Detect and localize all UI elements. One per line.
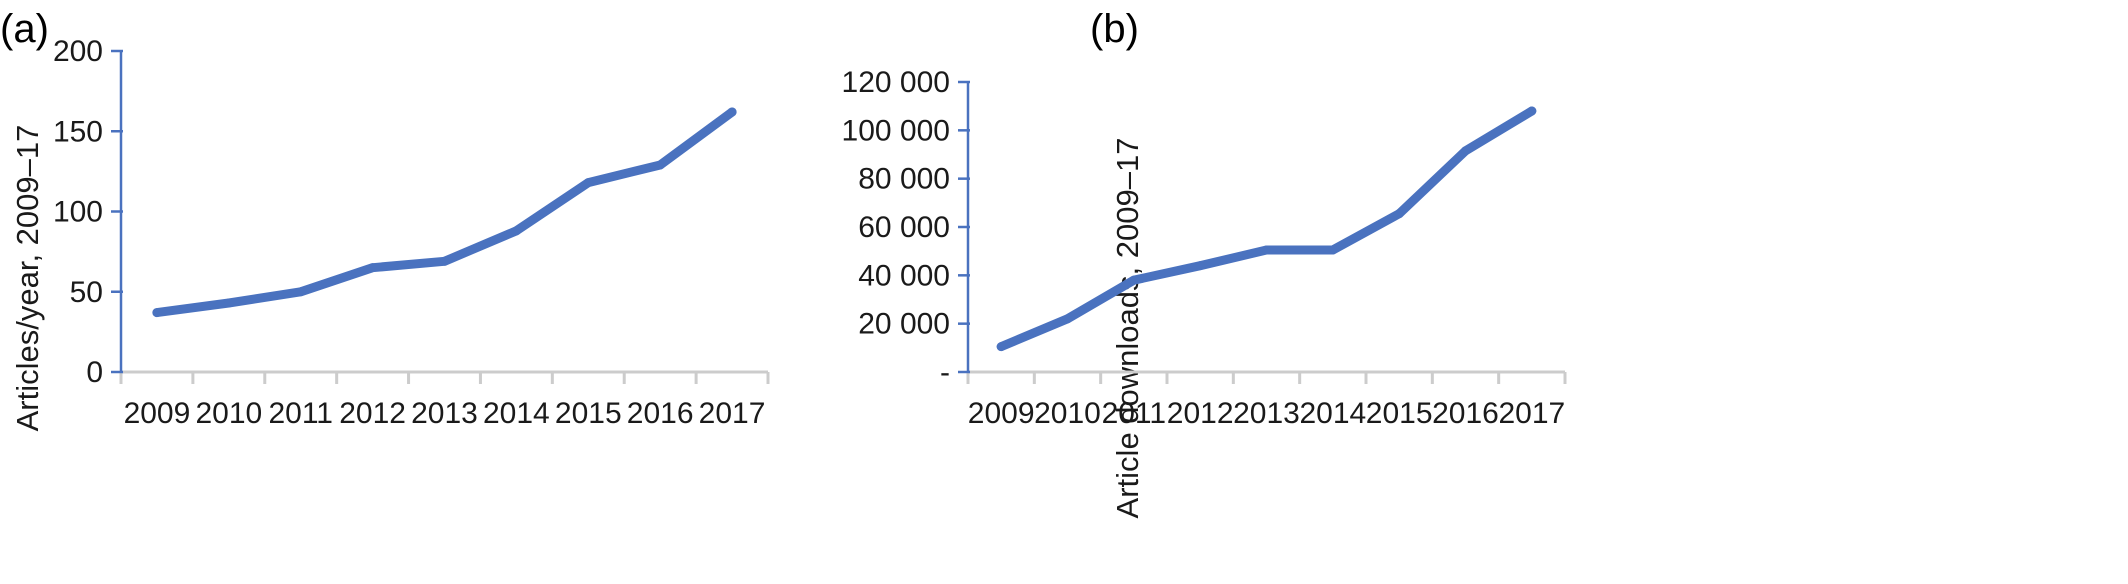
panel-b-series-line xyxy=(996,106,1537,352)
panel-b-y-axis-title: Article downloads, 2009–17 xyxy=(1110,138,1145,519)
panel-a-axes xyxy=(119,51,770,384)
panel-b-y-tick-label: - xyxy=(940,356,950,389)
panel-a-data-point xyxy=(296,287,306,297)
panel-b-y-tick-label: 40 000 xyxy=(858,259,950,292)
panel-a-data-point xyxy=(583,178,593,188)
panel-b-data-point xyxy=(1063,314,1072,324)
panel-b-axes xyxy=(966,82,1567,384)
panel-b-y-tick-label: 100 000 xyxy=(842,114,950,147)
panel-b: (b) Article downloads, 2009–17 - 20 000 40… xyxy=(842,7,1567,519)
panel-a-y-axis-title: Articles/year, 2009–17 xyxy=(10,125,45,432)
panel-b-y-tick-label: 120 000 xyxy=(842,66,950,99)
panel-a-x-tick-label: 2010 xyxy=(195,397,262,430)
panel-b-data-point xyxy=(1129,275,1139,285)
panel-b-y-tick-label: 20 000 xyxy=(858,308,950,341)
panel-b-x-tick-label: 2015 xyxy=(1366,397,1433,430)
panel-a-x-tick-label: 2011 xyxy=(268,397,333,430)
panel-b-data-point xyxy=(1328,245,1338,255)
panel-b-data-point xyxy=(1461,146,1470,156)
panel-b-x-tick-label: 2017 xyxy=(1498,397,1565,430)
panel-a-x-tick-label: 2017 xyxy=(699,397,766,430)
panel-a-label: (a) xyxy=(0,7,49,51)
panel-a-x-tick-label: 2009 xyxy=(124,397,191,430)
panel-a-x-tick-label: 2012 xyxy=(339,397,406,430)
panel-b-data-point xyxy=(1262,245,1271,255)
panel-b-x-tick-label: 2009 xyxy=(968,397,1035,430)
panel-a-y-tick-label: 50 xyxy=(70,276,103,309)
panel-b-marks xyxy=(996,106,1537,352)
panel-b-data-point xyxy=(1527,106,1537,116)
panel-b-y-tick-label: 60 000 xyxy=(858,211,950,244)
panel-a-y-tick-label: 0 xyxy=(86,356,103,389)
panel-b-label: (b) xyxy=(1090,7,1139,51)
panel-b-x-tick-label: 2011 xyxy=(1102,397,1167,430)
panel-a: (a) Articles/year, 2009–17 0 50 100 150 200 2… xyxy=(0,7,770,432)
panel-b-x-tick-label: 2012 xyxy=(1167,397,1234,430)
panel-b-ticks: - 20 000 40 000 60 000 80 000 100 000 120 000 2… xyxy=(842,66,1566,430)
panel-b-x-tick-label: 2014 xyxy=(1299,397,1366,430)
panel-a-data-point xyxy=(511,226,521,236)
panel-a-data-point xyxy=(368,263,378,273)
panel-a-data-point xyxy=(224,298,234,308)
panel-a-ticks: 0 50 100 150 200 2009 2010 2011 2012 2013 2014 2015… xyxy=(53,35,765,430)
panel-a-x-tick-label: 2016 xyxy=(627,397,694,430)
panel-b-x-tick-label: 2013 xyxy=(1233,397,1300,430)
panel-a-data-point xyxy=(655,160,665,170)
panel-a-x-tick-label: 2014 xyxy=(483,397,550,430)
panel-a-data-point xyxy=(727,107,737,117)
panel-a-x-tick-label: 2013 xyxy=(411,397,478,430)
panel-a-data-point xyxy=(440,256,449,266)
panel-a-series-line xyxy=(152,107,737,318)
panel-a-y-tick-label: 200 xyxy=(53,35,103,68)
panel-b-data-point xyxy=(996,342,1006,352)
panel-b-data-point xyxy=(1394,209,1404,219)
panel-b-x-tick-label: 2010 xyxy=(1034,397,1101,430)
panel-b-data-point xyxy=(1195,261,1205,271)
panel-b-x-tick-label: 2016 xyxy=(1432,397,1499,430)
panel-a-y-tick-label: 100 xyxy=(53,196,103,229)
panel-a-data-point xyxy=(152,308,162,318)
panel-a-x-tick-label: 2015 xyxy=(555,397,622,430)
panel-a-marks xyxy=(152,107,737,318)
panel-b-y-tick-label: 80 000 xyxy=(858,163,950,196)
panel-a-y-tick-label: 150 xyxy=(53,115,103,148)
